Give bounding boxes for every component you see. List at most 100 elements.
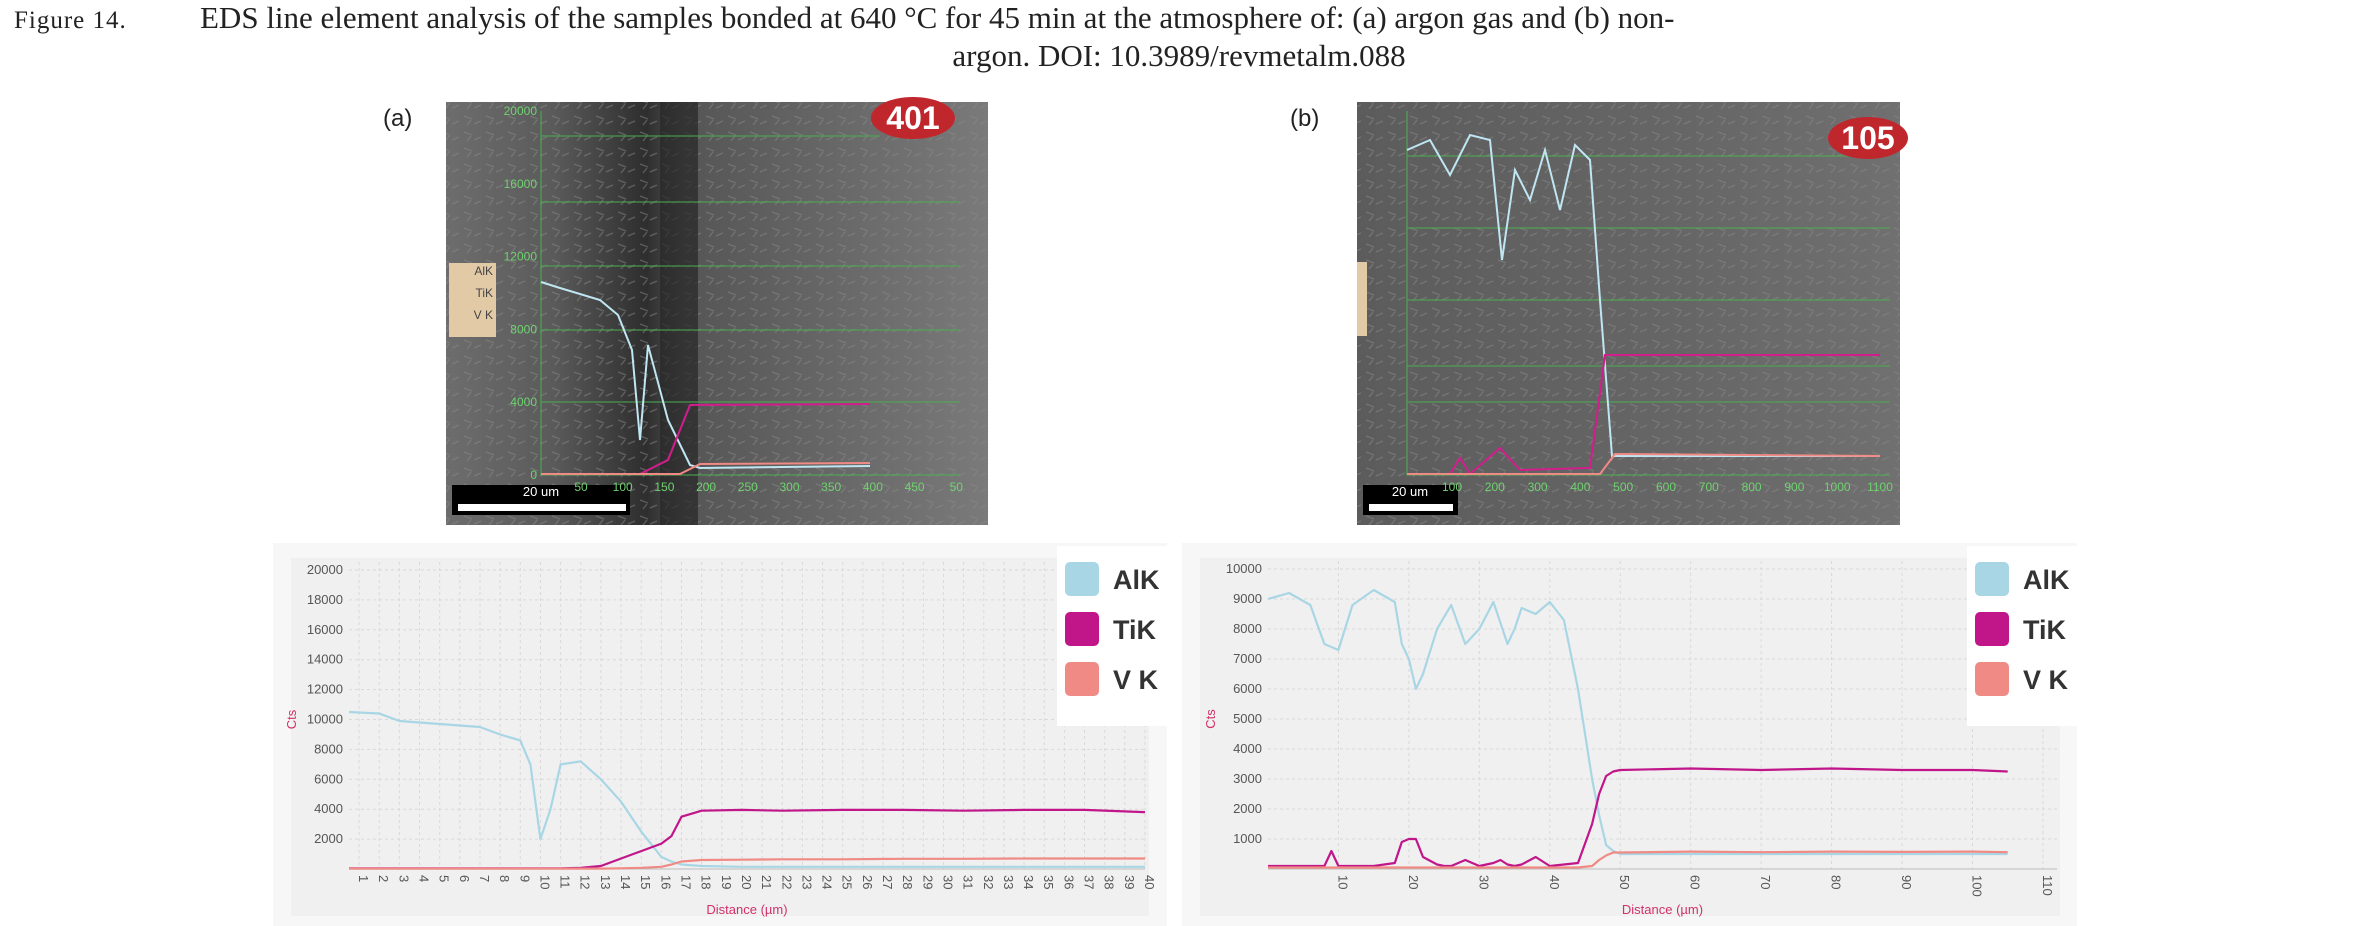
x-tick-label: 5 — [437, 875, 452, 882]
x-tick-label: 35 — [1041, 875, 1056, 889]
sem-x-tick: 50 — [950, 480, 964, 494]
legend-label: V K — [2023, 665, 2069, 695]
panel-label: (b) — [1290, 105, 1319, 132]
x-tick-label: 13 — [598, 875, 613, 889]
badge: 401 — [886, 100, 939, 136]
x-tick-label: 16 — [658, 875, 673, 889]
x-tick-label: 10 — [537, 875, 552, 889]
x-tick-label: 36 — [1061, 875, 1076, 889]
legend-swatch — [1065, 612, 1099, 646]
y-tick-label: 16000 — [307, 622, 343, 637]
panel-label: (a) — [383, 105, 412, 132]
x-tick-label: 30 — [1476, 875, 1491, 889]
y-tick-label: 1000 — [1233, 831, 1262, 846]
x-tick-label: 30 — [940, 875, 955, 889]
sem-x-tick: 300 — [1528, 480, 1548, 494]
sem-x-tick: 450 — [905, 480, 925, 494]
sem-x-tick: 300 — [779, 480, 799, 494]
plot-background — [1200, 558, 2060, 916]
x-tick-label: 24 — [820, 875, 835, 889]
y-tick-label: 7000 — [1233, 651, 1262, 666]
y-tick-label: 5000 — [1233, 711, 1262, 726]
sem-x-tick: 250 — [738, 480, 758, 494]
sem-x-tick: 600 — [1656, 480, 1676, 494]
x-tick-label: 3 — [396, 875, 411, 882]
x-tick-label: 19 — [719, 875, 734, 889]
x-tick-label: 100 — [1969, 875, 1984, 897]
y-tick-label: 8000 — [314, 741, 343, 756]
x-tick-label: 25 — [840, 875, 855, 889]
y-tick-label: 10000 — [307, 712, 343, 727]
sem-x-tick: 150 — [654, 480, 674, 494]
badge: 105 — [1841, 120, 1894, 156]
y-tick-label: 8000 — [1233, 621, 1262, 636]
sem-x-tick: 350 — [821, 480, 841, 494]
y-tick-label: 12000 — [307, 682, 343, 697]
x-tick-label: 80 — [1829, 875, 1844, 889]
legend-label: AlK — [1113, 565, 1160, 595]
x-tick-label: 32 — [981, 875, 996, 889]
x-tick-label: 33 — [1001, 875, 1016, 889]
x-tick-label: 23 — [799, 875, 814, 889]
x-tick-label: 21 — [759, 875, 774, 889]
legend-swatch — [1065, 562, 1099, 596]
x-tick-label: 110 — [2040, 875, 2055, 896]
x-tick-label: 37 — [1082, 875, 1097, 889]
sem-x-tick: 50 — [574, 480, 588, 494]
y-tick-label: 4000 — [314, 801, 343, 816]
x-tick-label: 18 — [699, 875, 714, 889]
series-line — [348, 710, 1145, 868]
sem-x-tick: 100 — [613, 480, 633, 494]
x-tick-label: 50 — [1617, 875, 1632, 889]
series-line — [1268, 767, 2008, 868]
legend-label: TiK — [1113, 615, 1157, 645]
x-tick-label: 10 — [1335, 875, 1350, 889]
sem-x-tick: 1000 — [1824, 480, 1851, 494]
y-tick-label: 10000 — [1226, 561, 1262, 576]
legend-swatch — [1065, 662, 1099, 696]
x-tick-label: 39 — [1122, 875, 1137, 889]
sem-x-tick: 400 — [863, 480, 883, 494]
sem-x-tick: 200 — [1485, 480, 1505, 494]
sem-x-tick: 1100 — [1867, 480, 1893, 494]
x-tick-label: 70 — [1758, 875, 1773, 889]
y-tick-label: 6000 — [1233, 681, 1262, 696]
sem-x-tick: 400 — [1570, 480, 1590, 494]
x-tick-label: 12 — [578, 875, 593, 889]
x-tick-label: 1 — [356, 875, 371, 882]
y-tick-label: 20000 — [307, 562, 343, 577]
y-tick-label: 2000 — [1233, 801, 1262, 816]
sem-x-tick: 500 — [1613, 480, 1633, 494]
x-tick-label: 14 — [618, 875, 633, 889]
sem-legend-label: TiK — [475, 286, 493, 300]
x-tick-label: 22 — [779, 875, 794, 889]
sem-y-tick: 4000 — [510, 395, 537, 409]
x-tick-label: 40 — [1142, 875, 1157, 889]
caption: EDS line element analysis of the samples… — [200, 0, 1674, 35]
x-tick-label: 7 — [477, 875, 492, 882]
sem-y-tick: 16000 — [504, 177, 538, 191]
y-axis-label: Cts — [1203, 709, 1218, 729]
x-tick-label: 28 — [900, 875, 915, 889]
x-tick-label: 31 — [961, 875, 976, 889]
legend-swatch — [1975, 612, 2009, 646]
x-axis-label: Distance (µm) — [706, 902, 787, 917]
x-tick-label: 90 — [1899, 875, 1914, 889]
x-tick-label: 15 — [638, 875, 653, 889]
x-tick-label: 40 — [1547, 875, 1562, 889]
x-tick-label: 26 — [860, 875, 875, 889]
y-tick-label: 3000 — [1233, 771, 1262, 786]
sem-y-tick: 20000 — [504, 104, 538, 118]
y-tick-label: 14000 — [307, 652, 343, 667]
sem-x-tick: 700 — [1699, 480, 1719, 494]
x-tick-label: 4 — [417, 875, 432, 882]
x-tick-label: 29 — [920, 875, 935, 889]
y-tick-label: 2000 — [314, 831, 343, 846]
caption: argon. DOI: 10.3989/revmetalm.088 — [952, 38, 1405, 73]
sem-y-tick: 8000 — [510, 322, 537, 336]
sem-y-tick: 12000 — [504, 250, 538, 264]
y-tick-label: 9000 — [1233, 591, 1262, 606]
x-axis-label: Distance (µm) — [1622, 902, 1703, 917]
legend-swatch — [1975, 562, 2009, 596]
